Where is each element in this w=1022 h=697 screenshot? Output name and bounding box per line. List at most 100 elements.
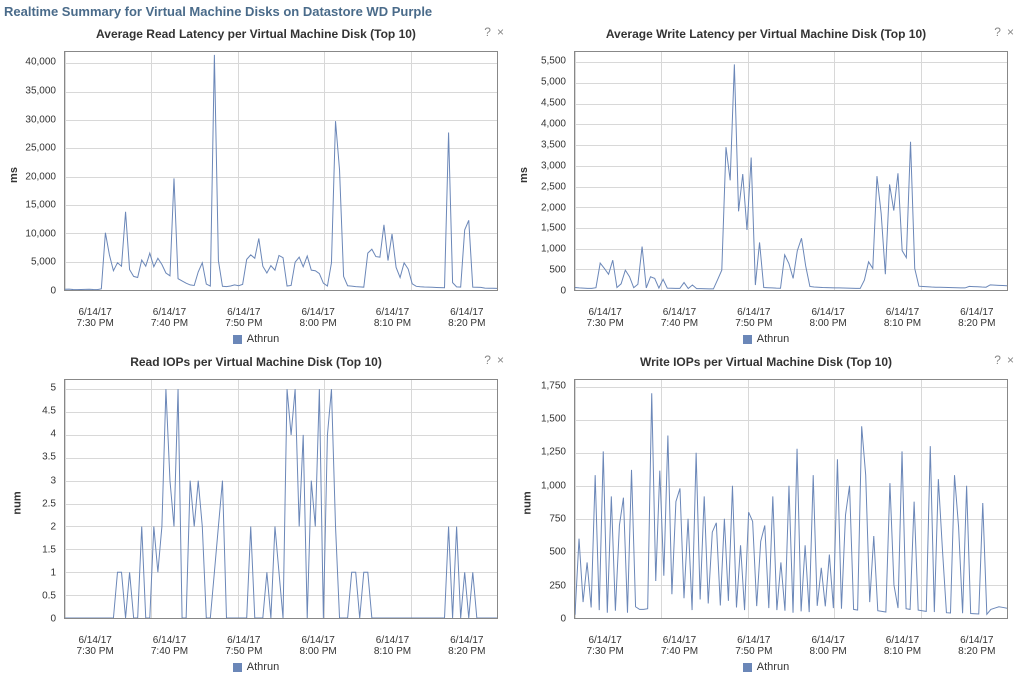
y-tick-label: 4,500 bbox=[541, 98, 566, 109]
legend-swatch bbox=[233, 335, 242, 344]
x-tick-date: 6/14/17 bbox=[430, 307, 504, 318]
legend: Athrun bbox=[512, 329, 1020, 347]
x-tick-time: 7:30 PM bbox=[568, 318, 642, 329]
y-tick-label: 2,500 bbox=[541, 181, 566, 192]
legend-swatch bbox=[743, 335, 752, 344]
legend-label: Athrun bbox=[757, 661, 789, 673]
x-tick-label: 6/14/178:10 PM bbox=[865, 307, 939, 329]
close-icon[interactable]: × bbox=[497, 353, 504, 367]
x-tick-date: 6/14/17 bbox=[132, 635, 206, 646]
y-tick-label: 0.5 bbox=[42, 590, 56, 601]
y-ticks: 05,00010,00015,00020,00025,00030,00035,0… bbox=[8, 51, 60, 291]
help-icon[interactable]: ? bbox=[484, 25, 491, 39]
h-gridline bbox=[575, 618, 1007, 619]
x-tick-time: 8:20 PM bbox=[430, 646, 504, 657]
series-line bbox=[65, 380, 497, 618]
x-tick-label: 6/14/177:40 PM bbox=[132, 635, 206, 657]
y-tick-label: 20,000 bbox=[25, 171, 56, 182]
x-axis: 6/14/177:30 PM6/14/177:40 PM6/14/177:50 … bbox=[568, 305, 1014, 329]
legend-label: Athrun bbox=[247, 661, 279, 673]
x-tick-label: 6/14/177:30 PM bbox=[568, 635, 642, 657]
x-tick-label: 6/14/177:30 PM bbox=[568, 307, 642, 329]
y-tick-label: 2.5 bbox=[42, 498, 56, 509]
panel-write-iops: Write IOPs per Virtual Machine Disk (Top… bbox=[512, 349, 1020, 675]
x-tick-label: 6/14/177:40 PM bbox=[132, 307, 206, 329]
y-tick-label: 5,000 bbox=[31, 257, 56, 268]
legend-swatch bbox=[743, 663, 752, 672]
legend-label: Athrun bbox=[757, 333, 789, 345]
page-title: Realtime Summary for Virtual Machine Dis… bbox=[0, 0, 1022, 19]
x-tick-time: 8:10 PM bbox=[865, 318, 939, 329]
x-tick-date: 6/14/17 bbox=[132, 307, 206, 318]
x-axis: 6/14/177:30 PM6/14/177:40 PM6/14/177:50 … bbox=[58, 633, 504, 657]
y-tick-label: 3,000 bbox=[541, 160, 566, 171]
x-tick-time: 7:50 PM bbox=[717, 646, 791, 657]
x-tick-date: 6/14/17 bbox=[791, 635, 865, 646]
x-tick-label: 6/14/178:10 PM bbox=[355, 635, 429, 657]
y-tick-label: 0 bbox=[50, 286, 56, 297]
y-tick-label: 1,000 bbox=[541, 480, 566, 491]
legend: Athrun bbox=[2, 329, 510, 347]
legend: Athrun bbox=[512, 657, 1020, 675]
y-tick-label: 2 bbox=[50, 521, 56, 532]
h-gridline bbox=[65, 290, 497, 291]
x-tick-date: 6/14/17 bbox=[717, 635, 791, 646]
y-ticks: 05001,0001,5002,0002,5003,0003,5004,0004… bbox=[518, 51, 570, 291]
chart: num00.511.522.533.544.55 bbox=[8, 373, 504, 633]
x-tick-time: 8:00 PM bbox=[281, 318, 355, 329]
y-tick-label: 40,000 bbox=[25, 57, 56, 68]
chart: num02505007501,0001,2501,5001,750 bbox=[518, 373, 1014, 633]
x-tick-label: 6/14/178:00 PM bbox=[281, 635, 355, 657]
legend-label: Athrun bbox=[247, 333, 279, 345]
x-tick-time: 7:40 PM bbox=[642, 318, 716, 329]
close-icon[interactable]: × bbox=[1007, 25, 1014, 39]
y-ticks: 02505007501,0001,2501,5001,750 bbox=[518, 379, 570, 619]
panel-title: Read IOPs per Virtual Machine Disk (Top … bbox=[2, 353, 510, 369]
x-tick-time: 8:00 PM bbox=[791, 318, 865, 329]
x-axis: 6/14/177:30 PM6/14/177:40 PM6/14/177:50 … bbox=[58, 305, 504, 329]
y-tick-label: 35,000 bbox=[25, 86, 56, 97]
x-tick-time: 7:40 PM bbox=[132, 646, 206, 657]
plot-area bbox=[64, 379, 498, 619]
x-tick-time: 8:10 PM bbox=[865, 646, 939, 657]
help-icon[interactable]: ? bbox=[484, 353, 491, 367]
y-tick-label: 30,000 bbox=[25, 114, 56, 125]
series-line bbox=[65, 52, 497, 290]
x-tick-date: 6/14/17 bbox=[865, 635, 939, 646]
x-tick-date: 6/14/17 bbox=[430, 635, 504, 646]
x-tick-label: 6/14/177:40 PM bbox=[642, 635, 716, 657]
h-gridline bbox=[575, 290, 1007, 291]
x-tick-label: 6/14/178:20 PM bbox=[940, 307, 1014, 329]
plot-area bbox=[574, 379, 1008, 619]
help-icon[interactable]: ? bbox=[994, 25, 1001, 39]
y-tick-label: 10,000 bbox=[25, 228, 56, 239]
x-tick-label: 6/14/178:00 PM bbox=[281, 307, 355, 329]
close-icon[interactable]: × bbox=[1007, 353, 1014, 367]
v-gridline bbox=[497, 52, 498, 290]
y-tick-label: 1,500 bbox=[541, 414, 566, 425]
x-tick-time: 7:30 PM bbox=[58, 646, 132, 657]
x-tick-label: 6/14/178:00 PM bbox=[791, 307, 865, 329]
y-tick-label: 1,000 bbox=[541, 244, 566, 255]
x-tick-time: 7:50 PM bbox=[207, 318, 281, 329]
panel-read-iops: Read IOPs per Virtual Machine Disk (Top … bbox=[2, 349, 510, 675]
help-icon[interactable]: ? bbox=[994, 353, 1001, 367]
x-tick-date: 6/14/17 bbox=[281, 635, 355, 646]
y-tick-label: 750 bbox=[549, 514, 566, 525]
close-icon[interactable]: × bbox=[497, 25, 504, 39]
x-tick-date: 6/14/17 bbox=[940, 635, 1014, 646]
y-tick-label: 1,750 bbox=[541, 380, 566, 391]
y-tick-label: 0 bbox=[560, 614, 566, 625]
y-tick-label: 1.5 bbox=[42, 544, 56, 555]
x-tick-time: 8:20 PM bbox=[940, 318, 1014, 329]
x-tick-label: 6/14/178:10 PM bbox=[355, 307, 429, 329]
panel-title: Average Write Latency per Virtual Machin… bbox=[512, 25, 1020, 41]
x-axis: 6/14/177:30 PM6/14/177:40 PM6/14/177:50 … bbox=[568, 633, 1014, 657]
y-ticks: 00.511.522.533.544.55 bbox=[8, 379, 60, 619]
y-tick-label: 4 bbox=[50, 429, 56, 440]
y-tick-label: 0 bbox=[50, 614, 56, 625]
series-line bbox=[575, 52, 1007, 290]
legend: Athrun bbox=[2, 657, 510, 675]
x-tick-time: 7:50 PM bbox=[717, 318, 791, 329]
v-gridline bbox=[1007, 52, 1008, 290]
